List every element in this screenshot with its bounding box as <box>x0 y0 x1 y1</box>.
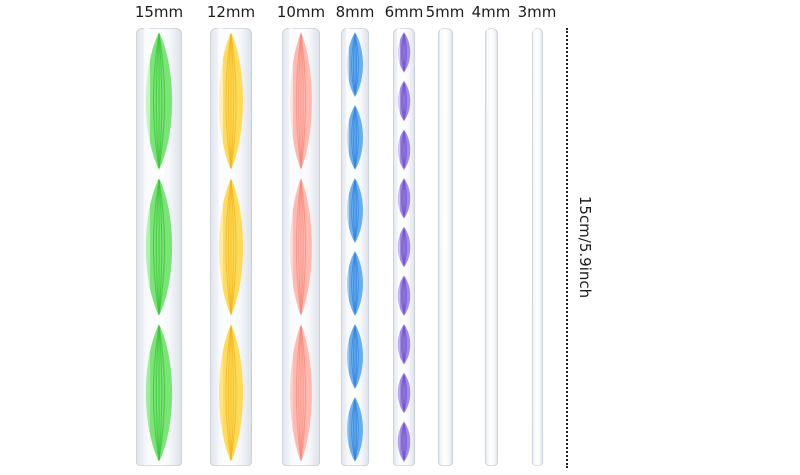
size-label-10mm: 10mm <box>276 3 326 21</box>
rod-5mm <box>437 28 453 466</box>
twist-pattern <box>290 32 312 462</box>
measurement-line <box>566 28 568 468</box>
size-label-5mm: 5mm <box>425 3 465 21</box>
rod-highlight <box>533 28 535 466</box>
size-label-15mm: 15mm <box>134 3 184 21</box>
twist-pattern <box>397 32 411 462</box>
rod-12mm <box>210 28 252 466</box>
twist-pattern <box>219 32 243 462</box>
size-label-12mm: 12mm <box>206 3 256 21</box>
twist-pattern <box>145 32 173 462</box>
rod-10mm <box>282 28 320 466</box>
measurement-label: 15cm/5.9inch <box>576 195 594 299</box>
rod-highlight <box>440 28 442 466</box>
rod-15mm <box>136 28 182 466</box>
rod-highlight <box>486 28 489 466</box>
rod-4mm <box>484 28 498 466</box>
twist-pattern <box>347 32 363 462</box>
size-label-6mm: 6mm <box>384 3 424 21</box>
rod-6mm <box>393 28 415 466</box>
size-label-8mm: 8mm <box>335 3 375 21</box>
rod-3mm <box>531 28 543 466</box>
size-label-4mm: 4mm <box>471 3 511 21</box>
rod-8mm <box>341 28 369 466</box>
size-label-3mm: 3mm <box>517 3 557 21</box>
